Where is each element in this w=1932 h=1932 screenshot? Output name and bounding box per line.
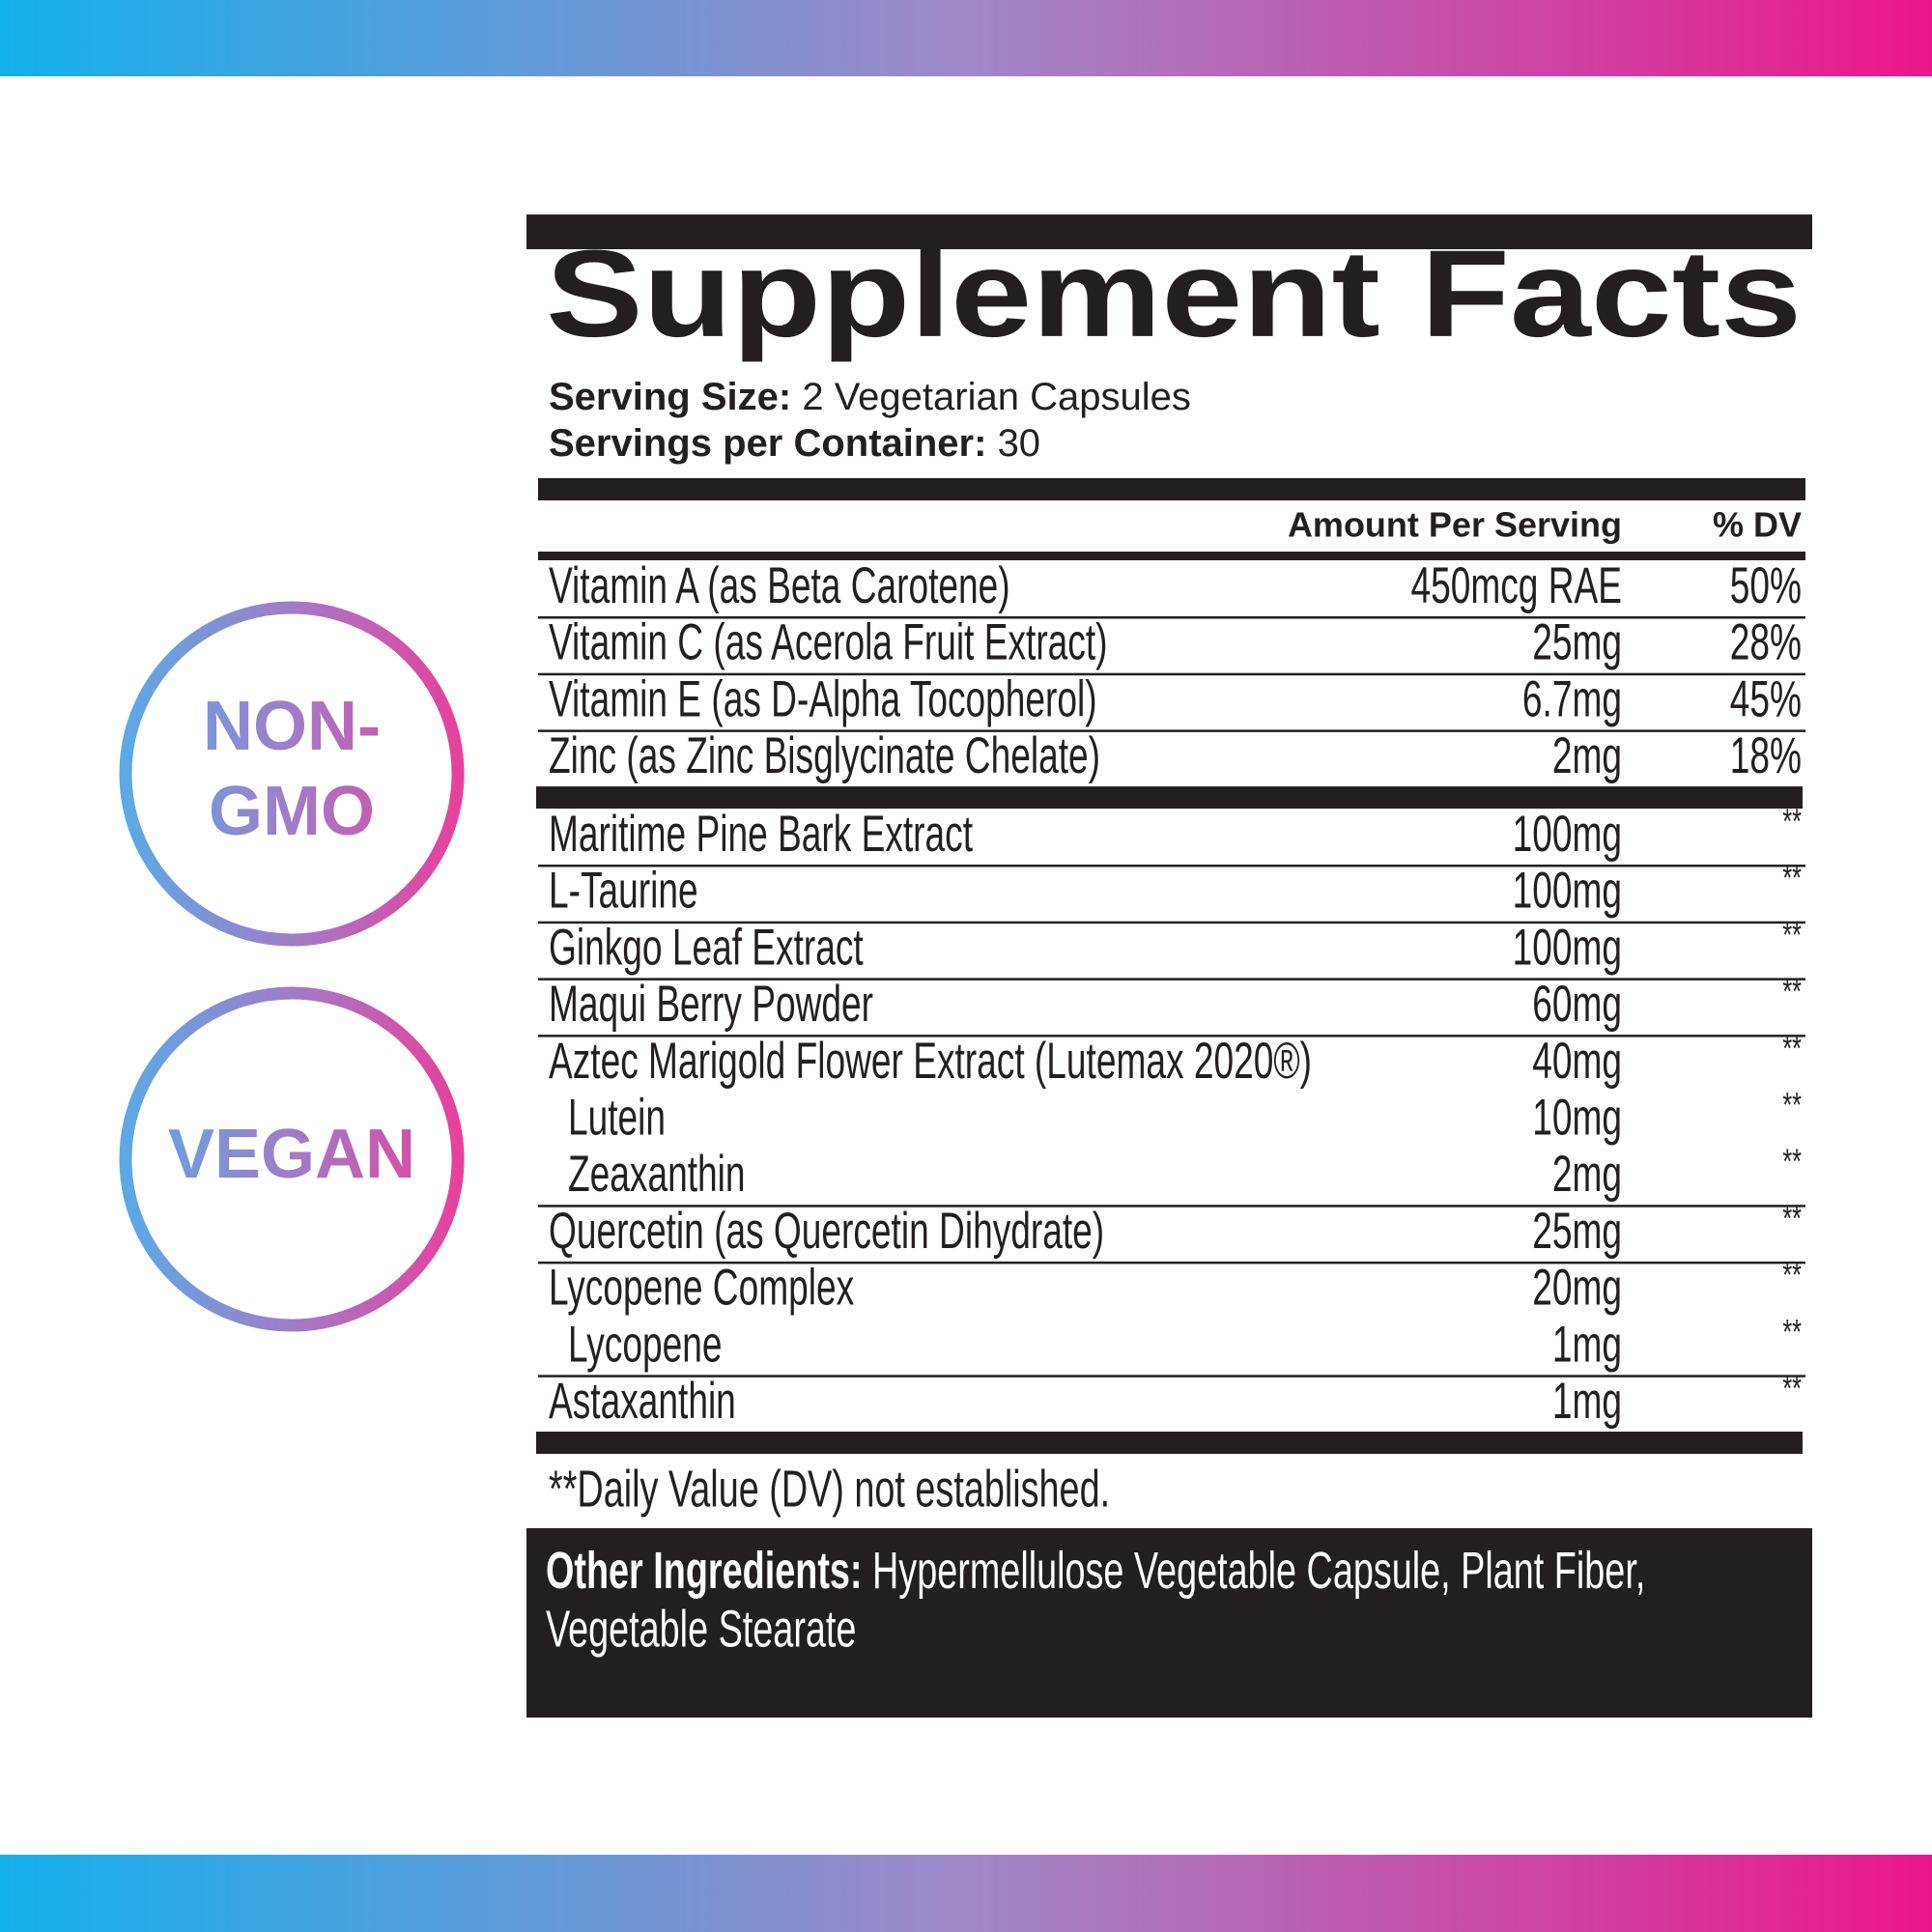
other-ingredients: Other Ingredients: Hypermellulose Vegeta… <box>546 1542 1645 1600</box>
header-rule <box>538 552 1805 560</box>
amount: 100mg <box>1513 919 1622 976</box>
column-header: % DV <box>1713 505 1802 545</box>
amount: 25mg <box>1532 1202 1622 1259</box>
serving-size: Serving Size: 2 Vegetarian Capsules <box>549 376 1191 418</box>
badge-text: NON- <box>203 688 381 765</box>
badge-ring <box>119 601 465 947</box>
ingredient-name: Vitamin C (as Acerola Fruit Extract) <box>549 613 1108 670</box>
ingredient-name: Lutein <box>568 1089 666 1146</box>
amount: 60mg <box>1532 976 1622 1033</box>
row-rule <box>538 865 1805 867</box>
title: Supplement Facts <box>546 225 1802 363</box>
amount: 40mg <box>1532 1032 1622 1089</box>
daily-value: ** <box>1782 1029 1802 1068</box>
ingredient-name: Ginkgo Leaf Extract <box>549 919 864 976</box>
row-rule <box>538 1261 1805 1264</box>
bottom-band <box>0 1855 1932 1932</box>
thick-bar <box>536 1432 1803 1454</box>
daily-value: ** <box>1782 859 1802 898</box>
daily-value: 45% <box>1730 670 1802 727</box>
other-box <box>526 1528 1812 1718</box>
ingredient-name: Zeaxanthin <box>568 1146 746 1203</box>
daily-value: ** <box>1782 1256 1802 1295</box>
value: 2 Vegetarian Capsules <box>802 376 1191 418</box>
daily-value: 28% <box>1730 613 1802 670</box>
row-rule <box>538 921 1805 924</box>
row-rule <box>538 978 1805 980</box>
row-rule <box>538 1035 1805 1037</box>
other-ingredients: Vegetable Stearate <box>546 1600 856 1658</box>
thick-bar <box>538 478 1805 500</box>
amount: 20mg <box>1532 1259 1622 1316</box>
daily-value: ** <box>1782 1312 1802 1351</box>
amount: 100mg <box>1513 862 1622 919</box>
amount: 450mcg RAE <box>1410 556 1622 613</box>
row-rule <box>538 616 1805 619</box>
label: Other Ingredients: <box>546 1542 863 1600</box>
ingredient-name: Vitamin E (as D-Alpha Tocopherol) <box>549 670 1097 727</box>
amount: 25mg <box>1532 613 1622 670</box>
row-rule <box>538 729 1805 732</box>
amount: 1mg <box>1552 1316 1622 1373</box>
badge-text: VEGAN <box>168 1116 415 1193</box>
amount: 1mg <box>1552 1372 1622 1429</box>
badge-ring <box>119 986 465 1332</box>
badge-text: GMO <box>209 773 375 850</box>
top-bar <box>526 214 1812 249</box>
daily-value: ** <box>1782 1142 1802 1181</box>
row-rule <box>538 1375 1805 1378</box>
amount: 2mg <box>1552 727 1622 784</box>
ingredient-name: Vitamin A (as Beta Carotene) <box>549 556 1010 613</box>
label: Serving Size: <box>549 376 791 418</box>
servings: Servings per Container: 30 <box>549 422 1040 465</box>
label: Servings per Container: <box>549 422 986 465</box>
daily-value: ** <box>1782 972 1802 1011</box>
thick-bar <box>536 786 1803 810</box>
value: Hypermellulose Vegetable Capsule, Plant … <box>872 1542 1645 1600</box>
top-band <box>0 0 1932 76</box>
row-rule <box>538 672 1805 676</box>
ingredient-name: Aztec Marigold Flower Extract (Lutemax 2… <box>549 1032 1312 1089</box>
daily-value: 50% <box>1730 556 1802 613</box>
column-header: Amount Per Serving <box>1288 505 1622 545</box>
amount: 10mg <box>1532 1089 1622 1146</box>
ingredient-name: Astaxanthin <box>549 1372 736 1429</box>
daily-value: ** <box>1782 802 1802 841</box>
footnote: **Daily Value (DV) not established. <box>549 1460 1110 1518</box>
value: 30 <box>998 422 1041 465</box>
ingredient-name: Lycopene Complex <box>549 1259 854 1316</box>
row-rule <box>538 1205 1805 1208</box>
amount: 2mg <box>1552 1146 1622 1203</box>
amount: 6.7mg <box>1522 670 1622 727</box>
daily-value: ** <box>1782 1199 1802 1238</box>
ingredient-name: Quercetin (as Quercetin Dihydrate) <box>549 1202 1104 1259</box>
ingredient-name: Maqui Berry Powder <box>549 976 873 1033</box>
daily-value: ** <box>1782 915 1802 954</box>
ingredient-name: Zinc (as Zinc Bisglycinate Chelate) <box>549 727 1100 784</box>
ingredient-name: Maritime Pine Bark Extract <box>549 805 973 862</box>
daily-value: 18% <box>1730 727 1802 784</box>
amount: 100mg <box>1513 805 1622 862</box>
daily-value: ** <box>1782 1369 1802 1408</box>
daily-value: ** <box>1782 1086 1802 1125</box>
ingredient-name: Lycopene <box>568 1316 722 1373</box>
ingredient-name: L-Taurine <box>549 862 698 919</box>
